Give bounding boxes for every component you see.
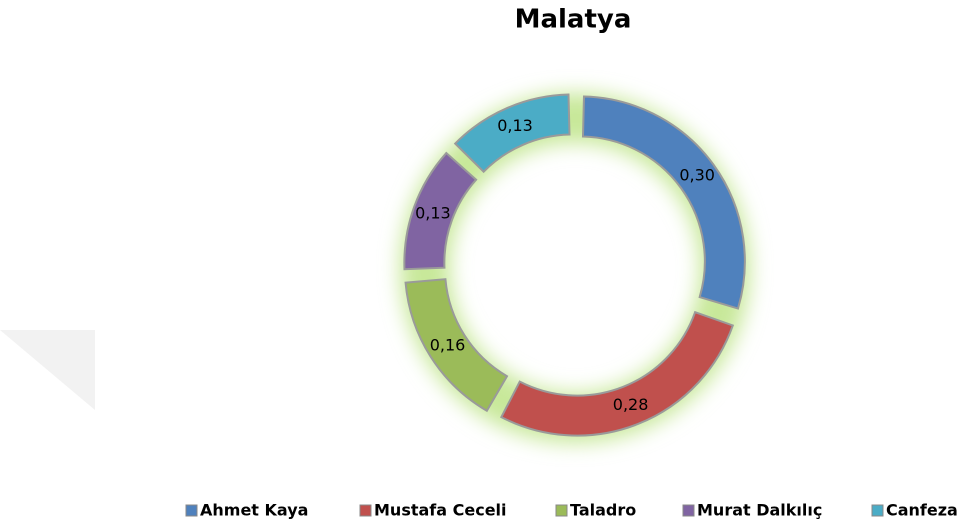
legend-label: Ahmet Kaya xyxy=(200,501,308,520)
data-label: 0,30 xyxy=(679,166,715,185)
legend-label: Murat Dalkılıç xyxy=(697,501,822,520)
legend-label: Taladro xyxy=(570,501,636,520)
legend-swatch xyxy=(555,504,568,517)
legend-label: Mustafa Ceceli xyxy=(374,501,507,520)
slice xyxy=(404,278,509,413)
data-label: 0,13 xyxy=(497,116,533,135)
legend-label: Canfeza xyxy=(886,501,958,520)
slice xyxy=(500,310,735,437)
slice xyxy=(403,151,478,271)
data-label: 0,13 xyxy=(415,203,451,222)
slice xyxy=(581,95,746,310)
watermark xyxy=(0,330,95,410)
slice xyxy=(453,93,571,174)
data-label: 0,28 xyxy=(613,395,649,414)
legend-swatch xyxy=(359,504,372,517)
legend-swatch xyxy=(682,504,695,517)
legend-swatch xyxy=(185,504,198,517)
legend-swatch xyxy=(871,504,884,517)
chart-title: Malatya xyxy=(515,5,632,35)
data-label: 0,16 xyxy=(430,335,466,354)
